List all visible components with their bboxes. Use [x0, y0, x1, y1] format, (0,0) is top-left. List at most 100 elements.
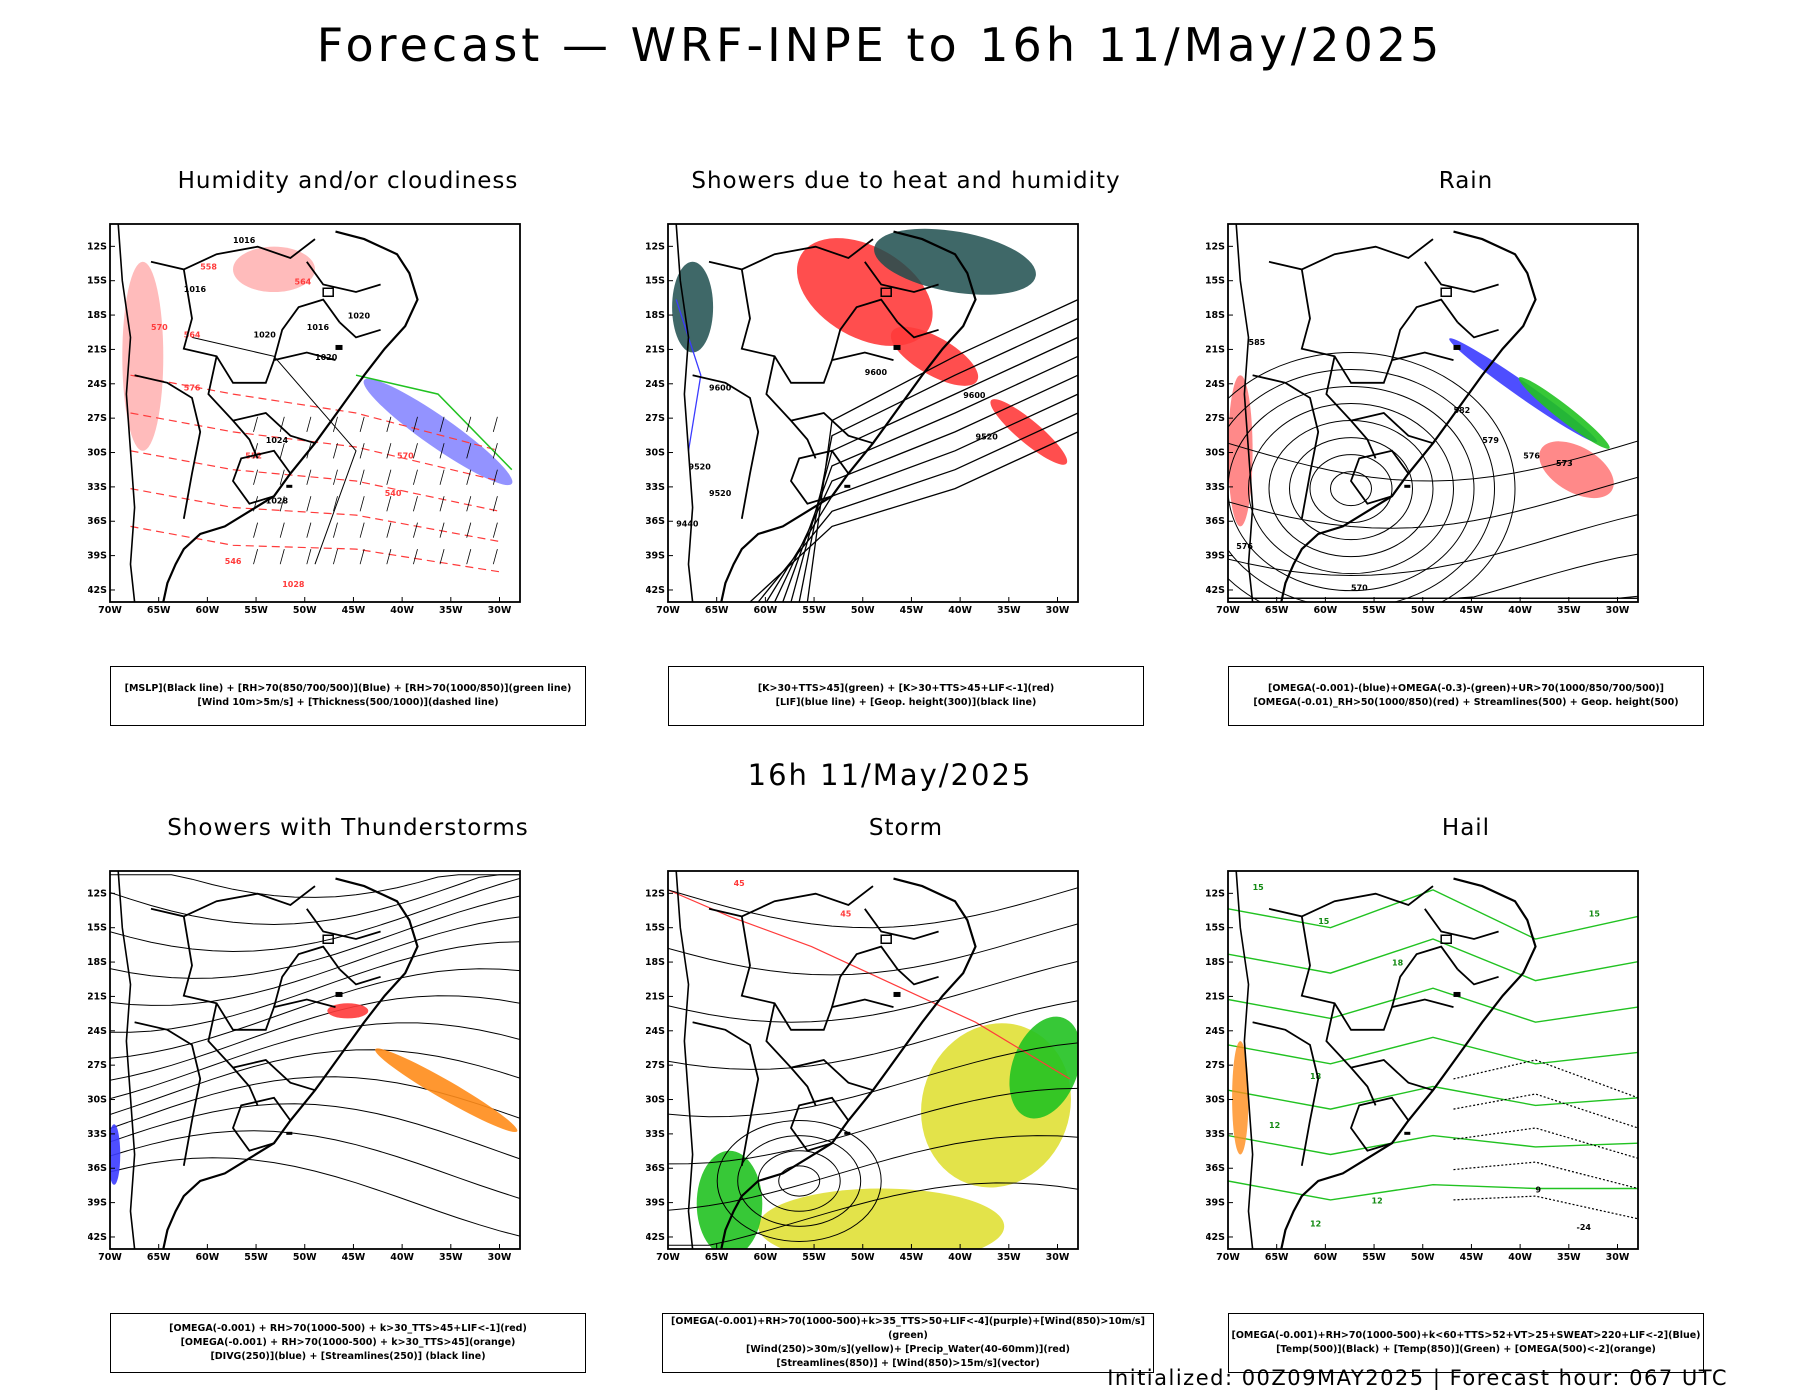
- country-border: [1456, 968, 1499, 986]
- geop-contour: [790, 336, 1078, 602]
- basemap: [675, 224, 977, 602]
- lat-label: 30S: [1206, 448, 1225, 459]
- legend-line: [Wind 10m>5m/s] + [Thickness(500/1000)](…: [197, 697, 499, 708]
- contour-label: 9440: [676, 519, 699, 528]
- streamline: [668, 1000, 1078, 1070]
- streamline: [110, 941, 520, 1033]
- lon-label: 65W: [705, 605, 729, 616]
- wind-vector: [386, 496, 392, 512]
- lat-label: 24S: [88, 1026, 107, 1037]
- map-frame: [109, 223, 521, 603]
- federal-district: [1440, 934, 1452, 945]
- country-border: [864, 261, 939, 293]
- lon-label: 50W: [1411, 1252, 1435, 1263]
- low-streamline: [716, 1119, 882, 1242]
- low-streamline: [1309, 454, 1393, 524]
- contour-label: 12: [1269, 1121, 1280, 1130]
- country-border: [831, 298, 899, 361]
- lat-label: 27S: [88, 1060, 107, 1071]
- wind-vector: [413, 522, 418, 538]
- contour-label: -24: [1577, 1223, 1592, 1232]
- contour-label: 540: [385, 489, 402, 498]
- country-border: [692, 1021, 760, 1166]
- lon-label: 40W: [1508, 1252, 1532, 1263]
- country-border: [790, 1059, 874, 1092]
- geop-contour: [749, 431, 1078, 602]
- pacific-coastline: [117, 871, 136, 1249]
- wind-vector: [439, 548, 445, 565]
- wind-vector: [253, 522, 258, 538]
- city-mark: [893, 991, 901, 997]
- streamline: [110, 895, 520, 979]
- wind-vector: [279, 522, 285, 538]
- legend-thunderstorms: [OMEGA(-0.001) + RH>70(1000-500) + k>30_…: [110, 1313, 586, 1373]
- uruguay-border: [1349, 1096, 1410, 1152]
- streamline: [110, 1049, 520, 1115]
- lagoon: [286, 1131, 293, 1135]
- coastline: [720, 230, 977, 602]
- contour-label: 558: [200, 262, 217, 271]
- lon-label: 45W: [900, 605, 924, 616]
- lat-label: 24S: [1206, 1026, 1225, 1037]
- wind-vector: [306, 522, 312, 538]
- federal-district: [880, 934, 892, 945]
- lat-label: 33S: [88, 482, 107, 493]
- contour-label: 573: [1556, 459, 1573, 468]
- country-border: [708, 238, 874, 271]
- country-border: [864, 908, 939, 940]
- lat-label: 12S: [646, 241, 665, 252]
- lon-label: 35W: [997, 605, 1021, 616]
- city-mark: [1453, 991, 1461, 997]
- lat-label: 15S: [1206, 923, 1225, 934]
- temp850-contour: [1228, 1180, 1638, 1201]
- map-content: 15 15 15 18 18 12 12 12 9 -24: [1228, 871, 1638, 1249]
- contour-label: 9600: [963, 391, 986, 400]
- streamline: [110, 968, 520, 1059]
- lat-label: 33S: [646, 1129, 665, 1140]
- lat-label: 39S: [1206, 1198, 1225, 1209]
- low-streamline: [1228, 386, 1475, 592]
- lon-label: 65W: [1265, 605, 1289, 616]
- wind-vector: [279, 496, 285, 512]
- lon-label: 70W: [656, 1252, 680, 1263]
- wind-vector: [386, 548, 392, 565]
- contour-label: 570: [151, 323, 168, 332]
- country-border: [232, 1059, 316, 1092]
- temp850-contour: [1228, 1085, 1638, 1110]
- lat-label: 15S: [1206, 276, 1225, 287]
- country-border: [182, 916, 336, 1031]
- temp850-contour: [1228, 938, 1638, 982]
- pacific-coastline: [675, 871, 694, 1249]
- lat-label: 27S: [646, 1060, 665, 1071]
- lon-label: 50W: [851, 1252, 875, 1263]
- map-content: [110, 871, 520, 1249]
- country-border: [896, 321, 939, 339]
- lon-label: 55W: [802, 605, 826, 616]
- lon-label: 30W: [488, 605, 512, 616]
- country-border: [1268, 238, 1434, 271]
- k-tts-area: [874, 228, 1036, 295]
- wind-vector: [279, 548, 285, 565]
- wind-vector: [359, 469, 365, 485]
- wind-vector: [253, 416, 258, 433]
- low-streamline: [737, 1135, 862, 1227]
- uruguay-border: [1349, 449, 1410, 505]
- country-border: [1252, 1021, 1320, 1166]
- thickness-contour: [130, 412, 500, 482]
- lat-label: 33S: [1206, 482, 1225, 493]
- contour-label: 570: [397, 451, 414, 460]
- contour-label: 576: [1236, 542, 1253, 551]
- contour-label: 12: [1310, 1219, 1321, 1228]
- temp500-contour: [1453, 1161, 1638, 1190]
- country-border: [1391, 298, 1459, 361]
- lat-label: 24S: [646, 1026, 665, 1037]
- wind-vector: [439, 469, 445, 485]
- legend-storm: [OMEGA(-0.001)+RH>70(1000-500)+k>35_TTS>…: [662, 1313, 1154, 1373]
- lat-label: 18S: [88, 310, 107, 321]
- lon-label: 60W: [754, 605, 778, 616]
- lon-label: 50W: [293, 1252, 317, 1263]
- lon-label: 55W: [1362, 1252, 1386, 1263]
- contour-label: 1016: [307, 323, 330, 332]
- contour-label: 576: [184, 383, 201, 392]
- lon-label: 35W: [439, 605, 463, 616]
